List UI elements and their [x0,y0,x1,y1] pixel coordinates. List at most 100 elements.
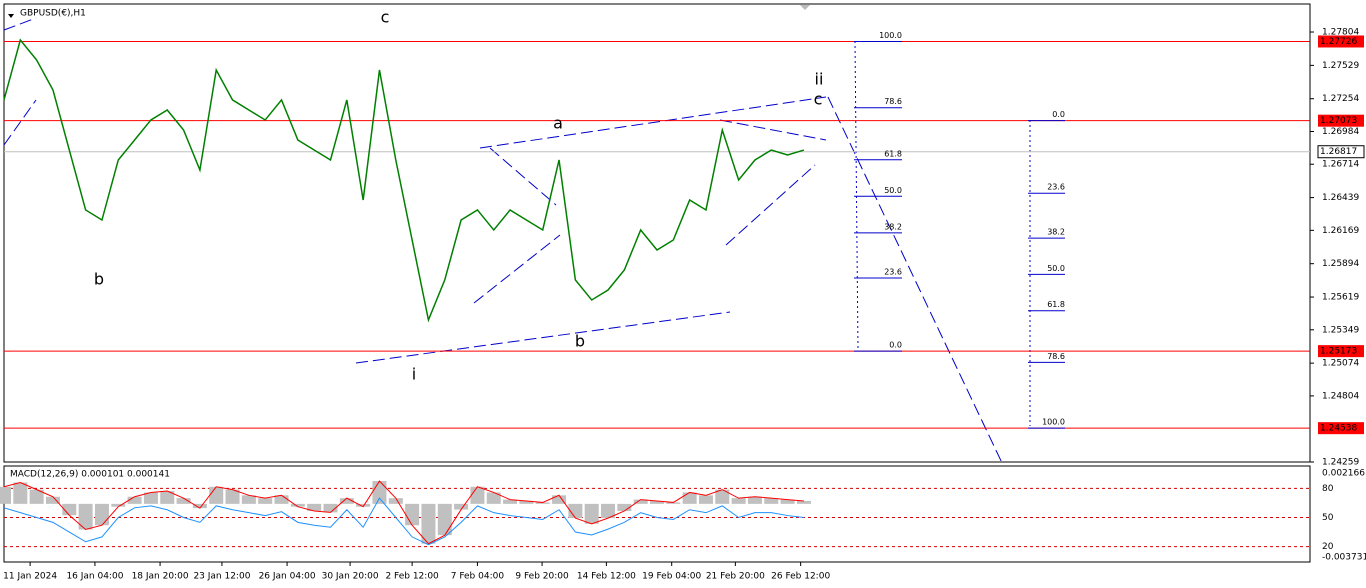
macd-bar [454,503,469,510]
macd-bar [388,498,403,504]
y-tick-label: 1.24804 [1322,391,1359,401]
macd-bar [405,503,420,526]
wave-label: ii [815,70,824,89]
current-price-box [1317,145,1365,159]
macd-bar [290,503,305,507]
oscillator-line [3,497,804,546]
fib-label: 38.2 [884,222,902,231]
macd-bar [62,503,77,516]
x-tick-label: 21 Feb 20:00 [706,572,765,582]
macd-bar [470,486,485,504]
wave-label: c [814,90,823,109]
macd-bar [764,498,779,504]
y-tick-label: 1.24259 [1322,458,1359,468]
macd-bar [143,492,158,504]
macd-bar [160,491,175,504]
macd-bar [486,492,501,504]
wave-label: a [553,114,563,133]
fib-label: 50.0 [1047,264,1065,273]
macd-bar [323,503,338,513]
macd-bar [307,503,322,511]
price-label: 1.24538 [1320,424,1357,434]
macd-bar [192,503,207,509]
macd-bar [552,495,567,504]
fib-label: 23.6 [884,268,902,277]
fib-label: 78.6 [1047,352,1065,361]
main-pane [3,3,1311,463]
macd-bar [421,503,436,544]
fib-label: 61.8 [884,149,902,158]
macd-bar [617,503,632,511]
chart-title: GBPUSD(€),H1 [20,9,86,19]
menu-arrow[interactable] [8,14,14,18]
macd-bar [0,486,11,504]
y-tick-label: 1.27254 [1322,94,1359,104]
macd-bar [584,503,599,524]
macd-bar [437,503,452,536]
macd-bar [209,486,224,504]
macd-tick-label: -0.003731 [1322,553,1366,563]
macd-bar [372,481,387,504]
macd-bar [568,503,583,519]
shift-marker[interactable] [800,5,810,10]
level-label: 50 [1322,513,1334,523]
y-tick-label: 1.26714 [1322,160,1359,170]
macd-bar [111,503,126,507]
macd-bar [698,495,713,504]
x-tick-label: 30 Jan 20:00 [322,572,379,582]
macd-bar [519,501,534,504]
x-tick-label: 14 Feb 12:00 [577,572,636,582]
macd-bar [94,503,109,526]
x-tick-label: 23 Jan 12:00 [193,572,250,582]
wave-label: b [575,332,585,351]
x-tick-label: 26 Jan 04:00 [259,572,316,582]
price-label-box [1318,114,1364,127]
macd-bar [650,501,664,504]
price-label: 1.25173 [1320,347,1357,357]
x-tick-label: 7 Feb 04:00 [451,572,505,582]
macd-bar [274,495,289,504]
x-tick-label: 16 Jan 04:00 [66,572,123,582]
fib-verticals [854,40,1031,426]
fib-label: 0.0 [1052,110,1065,119]
x-tick-label: 11 Jan 2024 [3,572,57,582]
macd-bar [29,489,44,504]
macd-bar [780,499,795,504]
price-label: 1.27073 [1320,116,1357,126]
price-label-box [1318,35,1364,48]
macd-pane [3,465,1311,563]
y-tick-label: 1.27529 [1322,61,1359,71]
fib-label: 50.0 [884,186,902,195]
wave-label: i [412,365,416,384]
macd-bar [796,501,811,504]
y-tick-label: 1.26169 [1322,226,1359,236]
macd-bar [633,499,648,504]
y-tick-label: 1.25349 [1322,325,1359,335]
current-price-label: 1.26817 [1320,147,1357,157]
macd-bar [731,498,746,504]
macd-bar [682,492,697,504]
macd-bar [503,499,518,504]
level-label: 80 [1322,484,1334,494]
price-label-box [1318,422,1364,435]
x-tick-label: 18 Jan 20:00 [132,572,189,582]
macd-bar [176,498,191,504]
x-tick-label: 2 Feb 12:00 [385,572,439,582]
macd-tick-label: 0.002166 [1322,469,1365,479]
y-tick-label: 1.26984 [1322,127,1359,137]
macd-bar [225,489,240,504]
x-tick-label: 9 Feb 20:00 [515,572,569,582]
trendlines [3,17,1004,466]
x-tick-label: 26 Feb 12:00 [771,572,830,582]
macd-signal [3,480,804,545]
wave-label: b [94,270,104,289]
price-line-series [3,38,805,323]
macd-bar [666,502,681,504]
wave-label: c [381,8,390,27]
macd-bar [356,503,371,507]
macd-bar [747,496,762,504]
y-tick-label: 1.25894 [1322,259,1359,269]
macd-bar [45,496,60,504]
fib-label: 100.0 [1042,418,1065,427]
